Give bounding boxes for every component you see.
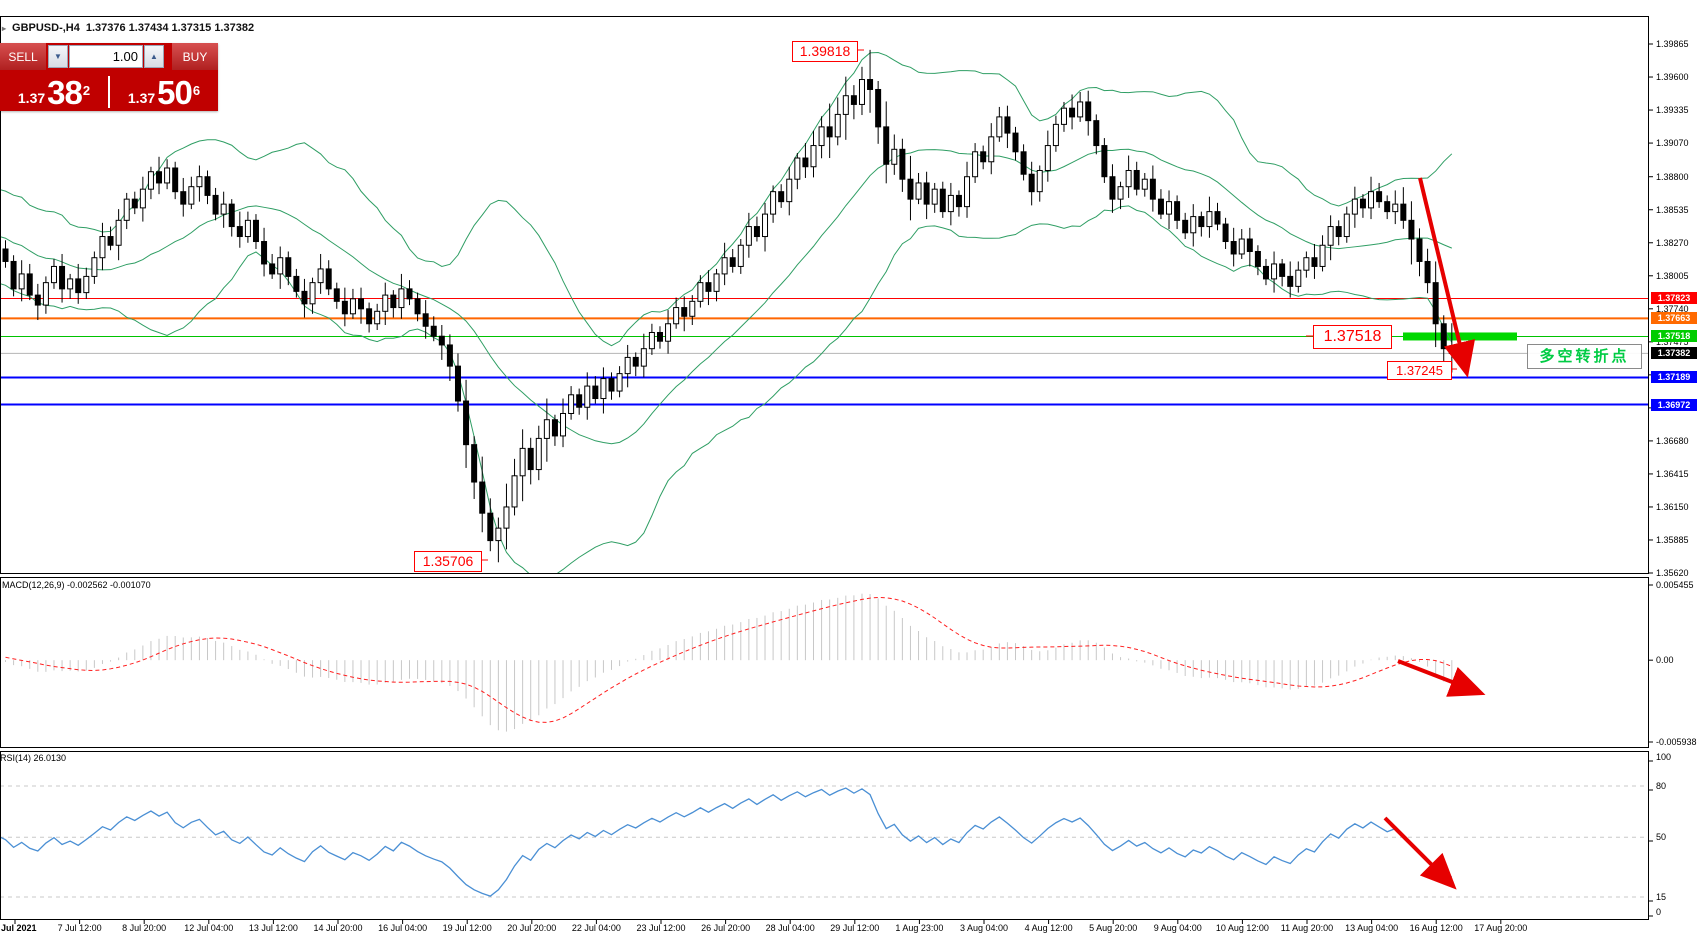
rsi-axis-tick: 80 — [1656, 781, 1667, 791]
price-badge: 1.37823 — [1651, 292, 1697, 305]
price-divider — [108, 76, 110, 108]
symbol-info-line: ▸ GBPUSD-,H4 1.37376 1.37434 1.37315 1.3… — [2, 22, 254, 34]
price-badge: 1.37189 — [1651, 371, 1697, 384]
sell-price-pip: 2 — [82, 83, 91, 98]
volume-input[interactable] — [69, 45, 143, 68]
price-axis-tick: 1.38535 — [1656, 204, 1689, 215]
symbol-ohlc: 1.37376 1.37434 1.37315 1.37382 — [85, 22, 255, 34]
time-axis-label: 22 Jul 04:00 — [571, 923, 621, 933]
trend-arrow-2[interactable] — [1397, 659, 1486, 697]
time-axis-label: 10 Aug 12:00 — [1215, 923, 1269, 933]
time-axis-label: 23 Jul 12:00 — [636, 923, 686, 933]
symbol-name: GBPUSD-,H4 — [12, 22, 80, 34]
price-callout-135706[interactable]: 1.35706 — [414, 551, 482, 572]
macd-axis-tick: 0.00 — [1656, 655, 1674, 666]
time-axis-label: 8 Jul 20:00 — [122, 923, 167, 933]
buy-button[interactable]: BUY — [172, 43, 218, 70]
price-axis-tick: 1.39070 — [1656, 138, 1689, 149]
time-axis-label: 17 Aug 20:00 — [1474, 923, 1528, 933]
time-axis-label: 26 Jul 20:00 — [701, 923, 751, 933]
time-axis-label: 16 Aug 12:00 — [1409, 923, 1463, 933]
price-axis-tick: 1.35620 — [1656, 568, 1689, 578]
time-axis-label: 14 Jul 20:00 — [313, 923, 363, 933]
trend-arrow-3[interactable] — [1383, 816, 1457, 890]
sell-button[interactable]: SELL — [0, 43, 46, 70]
time-axis-label: 16 Jul 04:00 — [378, 923, 428, 933]
price-badge: 1.37382 — [1651, 347, 1697, 360]
price-axis-tick: 1.38005 — [1656, 270, 1689, 281]
macd-axis-tick: -0.005938 — [1656, 737, 1697, 747]
sell-price-big: 38 — [47, 74, 83, 111]
price-axis-tick: 1.36150 — [1656, 501, 1689, 512]
time-axis-label: 28 Jul 04:00 — [765, 923, 815, 933]
price-badge: 1.37663 — [1651, 312, 1697, 325]
time-axis-label: 5 Aug 20:00 — [1089, 923, 1138, 933]
price-axis-tick: 1.39600 — [1656, 72, 1689, 83]
price-badge: 1.37518 — [1651, 330, 1697, 343]
price-callout-139818[interactable]: 1.39818 — [792, 41, 858, 62]
buy-price-big: 50 — [157, 74, 193, 111]
macd-label: MACD(12,26,9) -0.002562 -0.001070 — [2, 580, 151, 590]
price-axis-tick: 1.35885 — [1656, 534, 1689, 545]
time-axis-label: 11 Aug 20:00 — [1280, 923, 1334, 933]
price-badge: 1.36972 — [1651, 398, 1697, 411]
buy-price[interactable]: 1.37 50 6 — [110, 74, 218, 111]
rsi-axis-tick: 100 — [1656, 752, 1672, 762]
buy-price-handle: 1.37 — [127, 90, 156, 106]
time-axis-label: 29 Jul 12:00 — [830, 923, 880, 933]
sell-price[interactable]: 1.37 38 2 — [0, 74, 108, 111]
time-axis-label: 19 Jul 12:00 — [442, 923, 492, 933]
time-axis-label: 7 Jul 12:00 — [57, 923, 102, 933]
sell-price-handle: 1.37 — [17, 90, 46, 106]
price-callout-137245[interactable]: 1.37245 — [1387, 361, 1452, 380]
time-axis-label: 20 Jul 20:00 — [507, 923, 557, 933]
buy-price-pip: 6 — [192, 83, 201, 98]
time-axis-label: 13 Aug 04:00 — [1345, 923, 1399, 933]
rsi-axis-tick: 50 — [1656, 832, 1667, 842]
annotation-note[interactable]: 多空转折点 — [1527, 344, 1642, 369]
price-axis-tick: 1.38800 — [1656, 171, 1689, 182]
rsi-axis-tick: 0 — [1656, 907, 1662, 917]
trend-arrow-1[interactable] — [1418, 177, 1476, 378]
price-axis-tick: 1.36680 — [1656, 435, 1689, 446]
price-axis-tick: 1.37740 — [1656, 303, 1689, 314]
time-axis-label: 1 Aug 23:00 — [895, 923, 944, 933]
price-axis-tick: 1.36415 — [1656, 468, 1689, 479]
time-axis-label: 12 Jul 04:00 — [184, 923, 234, 933]
price-axis-tick: 1.39335 — [1656, 105, 1689, 116]
time-axis-label: 13 Jul 12:00 — [248, 923, 298, 933]
volume-stepper: ▼ ▲ — [46, 43, 172, 70]
time-axis-label: 5 Jul 2021 — [0, 923, 37, 933]
macd-axis-tick: 0.005455 — [1656, 580, 1694, 590]
rsi-axis-tick: 15 — [1656, 892, 1667, 902]
volume-down-button[interactable]: ▼ — [48, 45, 68, 68]
time-axis-label: 4 Aug 12:00 — [1024, 923, 1073, 933]
time-axis-label: 9 Aug 04:00 — [1153, 923, 1202, 933]
volume-up-button[interactable]: ▲ — [144, 45, 164, 68]
price-axis-tick: 1.38270 — [1656, 237, 1689, 248]
rsi-label: RSI(14) 26.0130 — [0, 753, 67, 763]
price-axis-tick: 1.39865 — [1656, 39, 1689, 49]
price-callout-137518[interactable]: 1.37518 — [1313, 325, 1392, 349]
time-axis-label: 3 Aug 04:00 — [959, 923, 1009, 933]
symbol-marker-icon: ▸ — [2, 23, 7, 33]
